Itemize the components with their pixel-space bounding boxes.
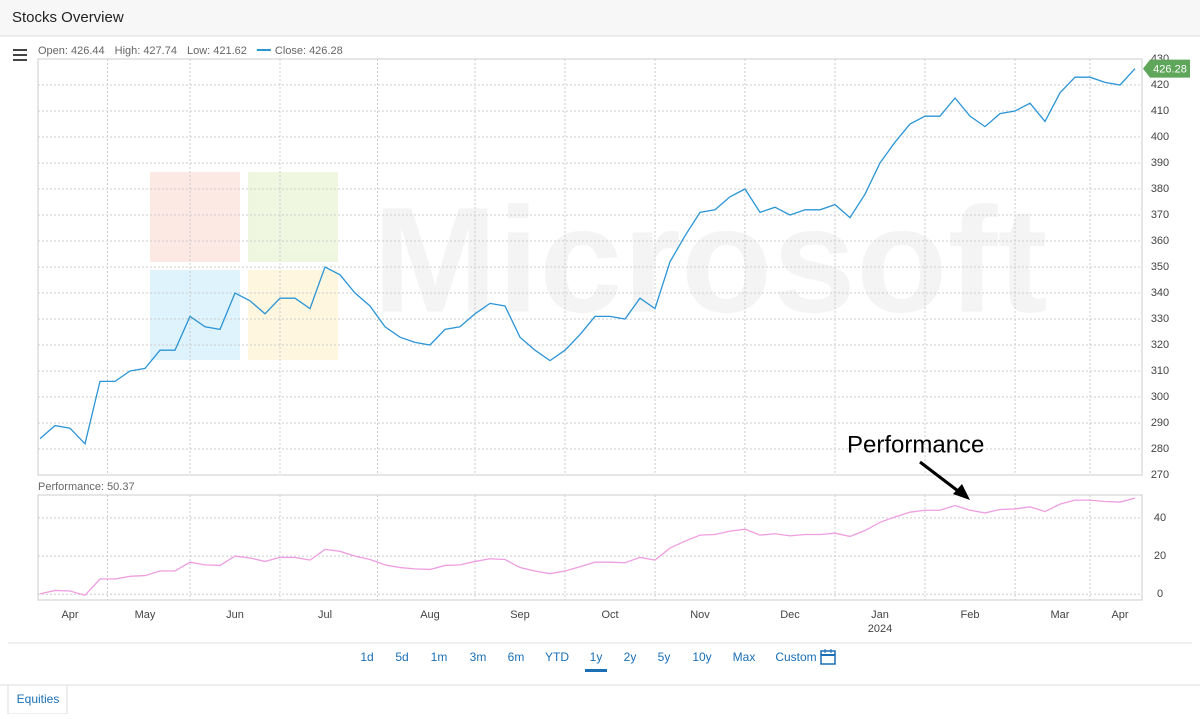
x-tick-label: Feb: [961, 609, 980, 621]
legend-value: 426.28: [309, 45, 343, 57]
x-tick-label: Mar: [1051, 609, 1070, 621]
range-button[interactable]: Custom: [775, 650, 816, 664]
y-tick-label: 330: [1151, 313, 1169, 325]
x-year-label: 2024: [868, 623, 892, 635]
annotation: Performance: [847, 431, 984, 458]
range-button[interactable]: 5d: [395, 650, 408, 664]
y-tick-label: 340: [1151, 287, 1169, 299]
x-tick-label: Apr: [61, 609, 78, 621]
stat-label: Low:: [187, 45, 210, 57]
range-button[interactable]: 3m: [470, 650, 487, 664]
x-tick-label: Apr: [1111, 609, 1128, 621]
range-button[interactable]: 1d: [360, 650, 373, 664]
x-tick-label: Jul: [318, 609, 332, 621]
y-tick-label: 280: [1151, 443, 1169, 455]
annotation-arrow: [919, 460, 963, 496]
y-tick-label: 410: [1151, 105, 1169, 117]
x-tick-label: Nov: [690, 609, 710, 621]
menu-icon[interactable]: [13, 49, 27, 61]
legend-label: Close:: [275, 45, 306, 57]
price-tag: [1143, 59, 1190, 78]
y-tick-label: 320: [1151, 339, 1169, 351]
y-tick-label: 420: [1151, 79, 1169, 91]
y-tick-label: 380: [1151, 183, 1169, 195]
legend-value: 50.37: [107, 481, 135, 493]
x-tick-label: May: [135, 609, 156, 621]
y-tick-label: 390: [1151, 157, 1169, 169]
stat-value: 426.44: [71, 45, 105, 57]
range-button[interactable]: 2y: [624, 650, 637, 664]
tab-box[interactable]: [7, 684, 68, 715]
y-tick-label: 270: [1151, 469, 1169, 481]
range-button[interactable]: 1m: [431, 650, 448, 664]
y-tick-label: 370: [1151, 209, 1169, 221]
x-tick-label: Oct: [601, 609, 618, 621]
y-tick-label: 0: [1157, 588, 1163, 600]
y-tick-label: 20: [1154, 550, 1166, 562]
stat-value: 421.62: [213, 45, 247, 57]
stat-label: High:: [115, 45, 141, 57]
y-tick-label: 310: [1151, 365, 1169, 377]
tab-label[interactable]: Equities: [17, 692, 60, 706]
page-title: Stocks Overview: [12, 9, 124, 26]
arrow-head: [953, 484, 970, 500]
x-tick-label: Dec: [780, 609, 800, 621]
y-tick-label: 300: [1151, 391, 1169, 403]
watermark-text: Microsoft: [373, 176, 1048, 344]
range-button[interactable]: 10y: [692, 650, 711, 664]
range-button[interactable]: Max: [733, 650, 756, 664]
y-tick-label: 40: [1154, 512, 1166, 524]
x-tick-label: Aug: [420, 609, 440, 621]
line-series: [39, 497, 1136, 596]
selected-indicator: [585, 669, 607, 672]
watermark-logo: [150, 172, 338, 360]
line-series: [39, 68, 1136, 446]
range-button[interactable]: YTD: [545, 650, 569, 664]
y-tick-label: 360: [1151, 235, 1169, 247]
y-tick-label: 350: [1151, 261, 1169, 273]
range-button[interactable]: 6m: [508, 650, 525, 664]
y-tick-label: 290: [1151, 417, 1169, 429]
header-bar: [0, 0, 1200, 36]
stat-label: Open:: [38, 45, 68, 57]
plot-area: [37, 494, 1143, 601]
range-button[interactable]: 5y: [658, 650, 671, 664]
x-tick-label: Jun: [226, 609, 244, 621]
y-tick-label: 400: [1151, 131, 1169, 143]
legend-label: Performance:: [38, 481, 104, 493]
range-button[interactable]: 1y: [590, 650, 603, 664]
price-tag-label: 426.28: [1153, 64, 1187, 76]
stat-value: 427.74: [143, 45, 177, 57]
x-tick-label: Jan: [871, 609, 889, 621]
calendar-icon[interactable]: [820, 649, 836, 665]
x-tick-label: Sep: [510, 609, 530, 621]
